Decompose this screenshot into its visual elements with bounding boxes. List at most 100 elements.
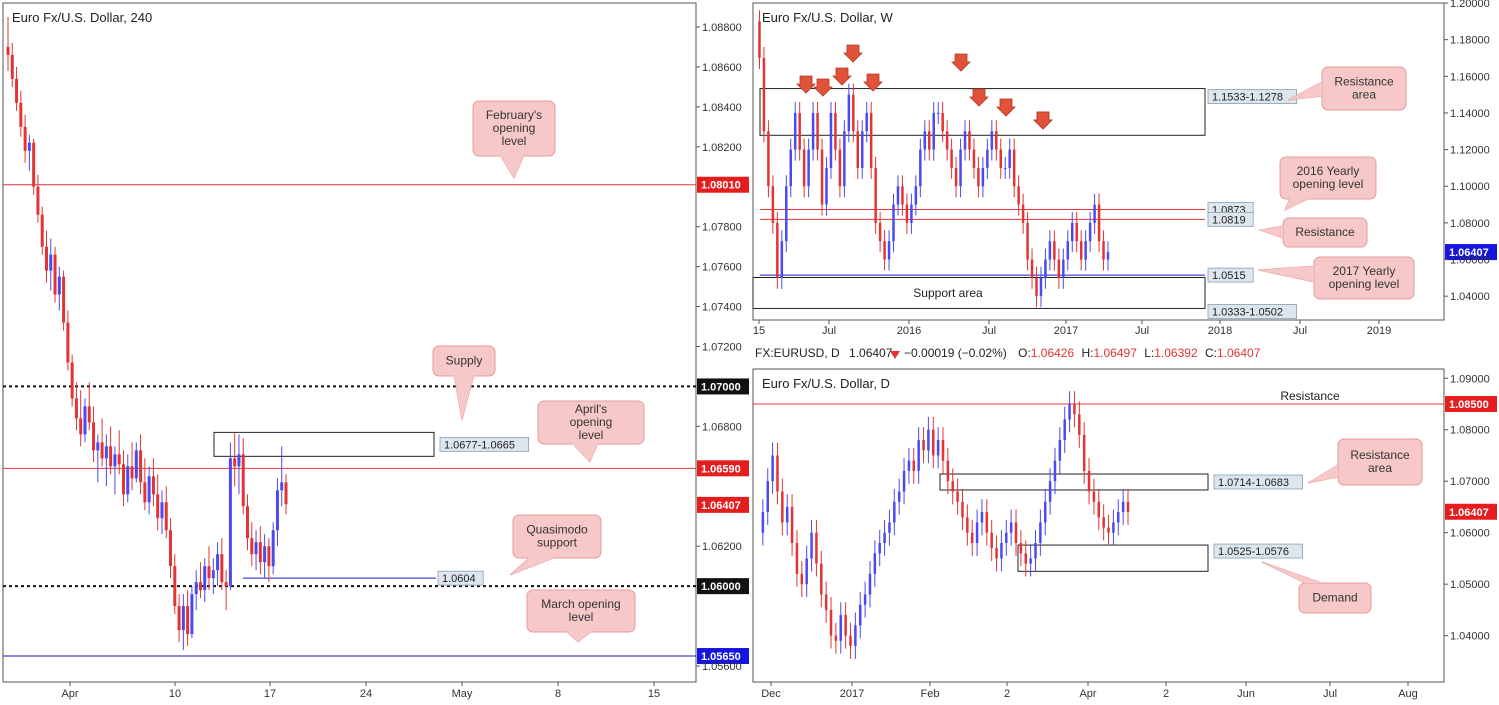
candle-body <box>143 482 147 503</box>
info-price: 1.06407 <box>849 346 893 360</box>
candle-body <box>1068 404 1071 420</box>
candle-body <box>1005 532 1008 544</box>
candle-body <box>917 440 920 471</box>
y-tick-label: 1.14000 <box>1450 108 1490 120</box>
candle-body <box>927 429 930 451</box>
candle-body <box>258 542 262 563</box>
candle-body <box>905 204 909 223</box>
price-tag: 1.08010 <box>701 180 741 192</box>
zone-label: 1.1533-1.1278 <box>1212 92 1283 104</box>
candle-body <box>932 112 935 150</box>
candle-body <box>901 186 904 205</box>
candle-body <box>1107 527 1110 533</box>
zone-label-bg <box>1213 474 1303 490</box>
candle-body <box>807 149 810 187</box>
candle-body <box>865 112 868 132</box>
callout-2016-yearly-opening-text: opening level <box>1293 177 1364 191</box>
candle-body <box>104 446 108 459</box>
candle-body <box>1030 259 1034 278</box>
candle-body <box>776 222 779 278</box>
candle-body <box>1097 501 1101 518</box>
callout-resistance: Resistance <box>1258 217 1368 248</box>
candle-body <box>902 470 906 492</box>
candle-body <box>74 398 78 419</box>
candle-body <box>972 149 976 168</box>
candle-body <box>1087 470 1091 492</box>
callout-demand: Demand <box>1261 561 1372 614</box>
candle-body <box>44 246 48 271</box>
callout-april-opening-text: opening <box>570 415 613 429</box>
zone-label-bg <box>439 436 529 452</box>
candle-body <box>847 94 851 132</box>
down-triangle-icon <box>890 351 900 359</box>
y-tick-label: 1.08400 <box>702 102 742 114</box>
candle-body <box>1017 186 1020 205</box>
candle-body <box>156 494 160 519</box>
y-tick-label: 1.05600 <box>702 661 742 673</box>
candle-body <box>139 450 143 483</box>
y-tick-label: 1.08000 <box>1450 218 1490 230</box>
x-tick-label: Jul <box>1323 688 1337 700</box>
candle-body <box>1012 149 1016 187</box>
candle-body <box>109 446 113 467</box>
candle-body <box>790 506 794 544</box>
candle-body <box>977 167 980 187</box>
candle-body <box>271 530 275 567</box>
candle-body <box>151 476 155 495</box>
callout-supply: Supply <box>432 345 496 421</box>
candle-body <box>49 254 53 271</box>
x-tick-label: Apr <box>1079 688 1096 700</box>
y-tick-label: 1.07600 <box>702 262 742 274</box>
price-tag: 1.08500 <box>1449 399 1489 411</box>
candle-body <box>27 142 31 151</box>
y-tick-label: 1.07800 <box>702 222 742 234</box>
current-price-tag: 1.06407 <box>1449 247 1489 259</box>
info-open-value: 1.06426 <box>1031 346 1075 360</box>
candle-body <box>32 142 36 187</box>
candle-body <box>186 606 190 635</box>
callout-demand-text: Demand <box>1312 591 1357 605</box>
candle-body <box>907 460 911 471</box>
candle-body <box>975 522 979 544</box>
candle-body <box>936 112 940 114</box>
callout-2017-yearly-opening-text: 2017 Yearly <box>1333 264 1396 278</box>
info-open-label: O: <box>1018 346 1031 360</box>
level-label: 1.0819 <box>1212 214 1246 226</box>
candle-body <box>995 548 998 559</box>
candle-body <box>160 502 164 519</box>
current-price-tag-bg <box>1445 503 1497 520</box>
candle-body <box>1088 222 1092 242</box>
candle-body <box>254 542 258 555</box>
candle-body <box>1057 259 1061 278</box>
candle-body <box>1084 241 1087 260</box>
candle-body <box>771 186 775 223</box>
price-tag-bg <box>697 460 749 477</box>
info-low-label: L: <box>1144 346 1154 360</box>
candle-body <box>959 149 962 187</box>
candle-body <box>896 186 900 205</box>
candle-body <box>776 455 779 492</box>
candle-body <box>834 635 838 641</box>
down-arrow-marker-icon <box>863 73 883 92</box>
candle-body <box>83 406 87 435</box>
candle-body <box>910 204 913 223</box>
zone-label-bg <box>437 570 484 586</box>
x-tick-label: 2 <box>1004 688 1010 700</box>
candle-body <box>1058 440 1062 461</box>
x-tick-label: 2017 <box>840 688 864 700</box>
candle-body <box>134 450 138 479</box>
candle-body <box>941 112 944 132</box>
candle-body <box>1092 491 1096 502</box>
y-tick-label: 1.07000 <box>1450 476 1490 488</box>
candle-body <box>834 112 837 150</box>
candle-body <box>6 46 10 55</box>
candle-body <box>36 186 40 215</box>
y-tick-label: 1.07400 <box>702 302 742 314</box>
y-tick-label: 1.06200 <box>702 541 742 553</box>
candle-body <box>117 454 121 465</box>
y-tick-label: 1.10000 <box>1450 181 1490 193</box>
candle-body <box>945 131 949 150</box>
candle-body <box>869 112 873 168</box>
